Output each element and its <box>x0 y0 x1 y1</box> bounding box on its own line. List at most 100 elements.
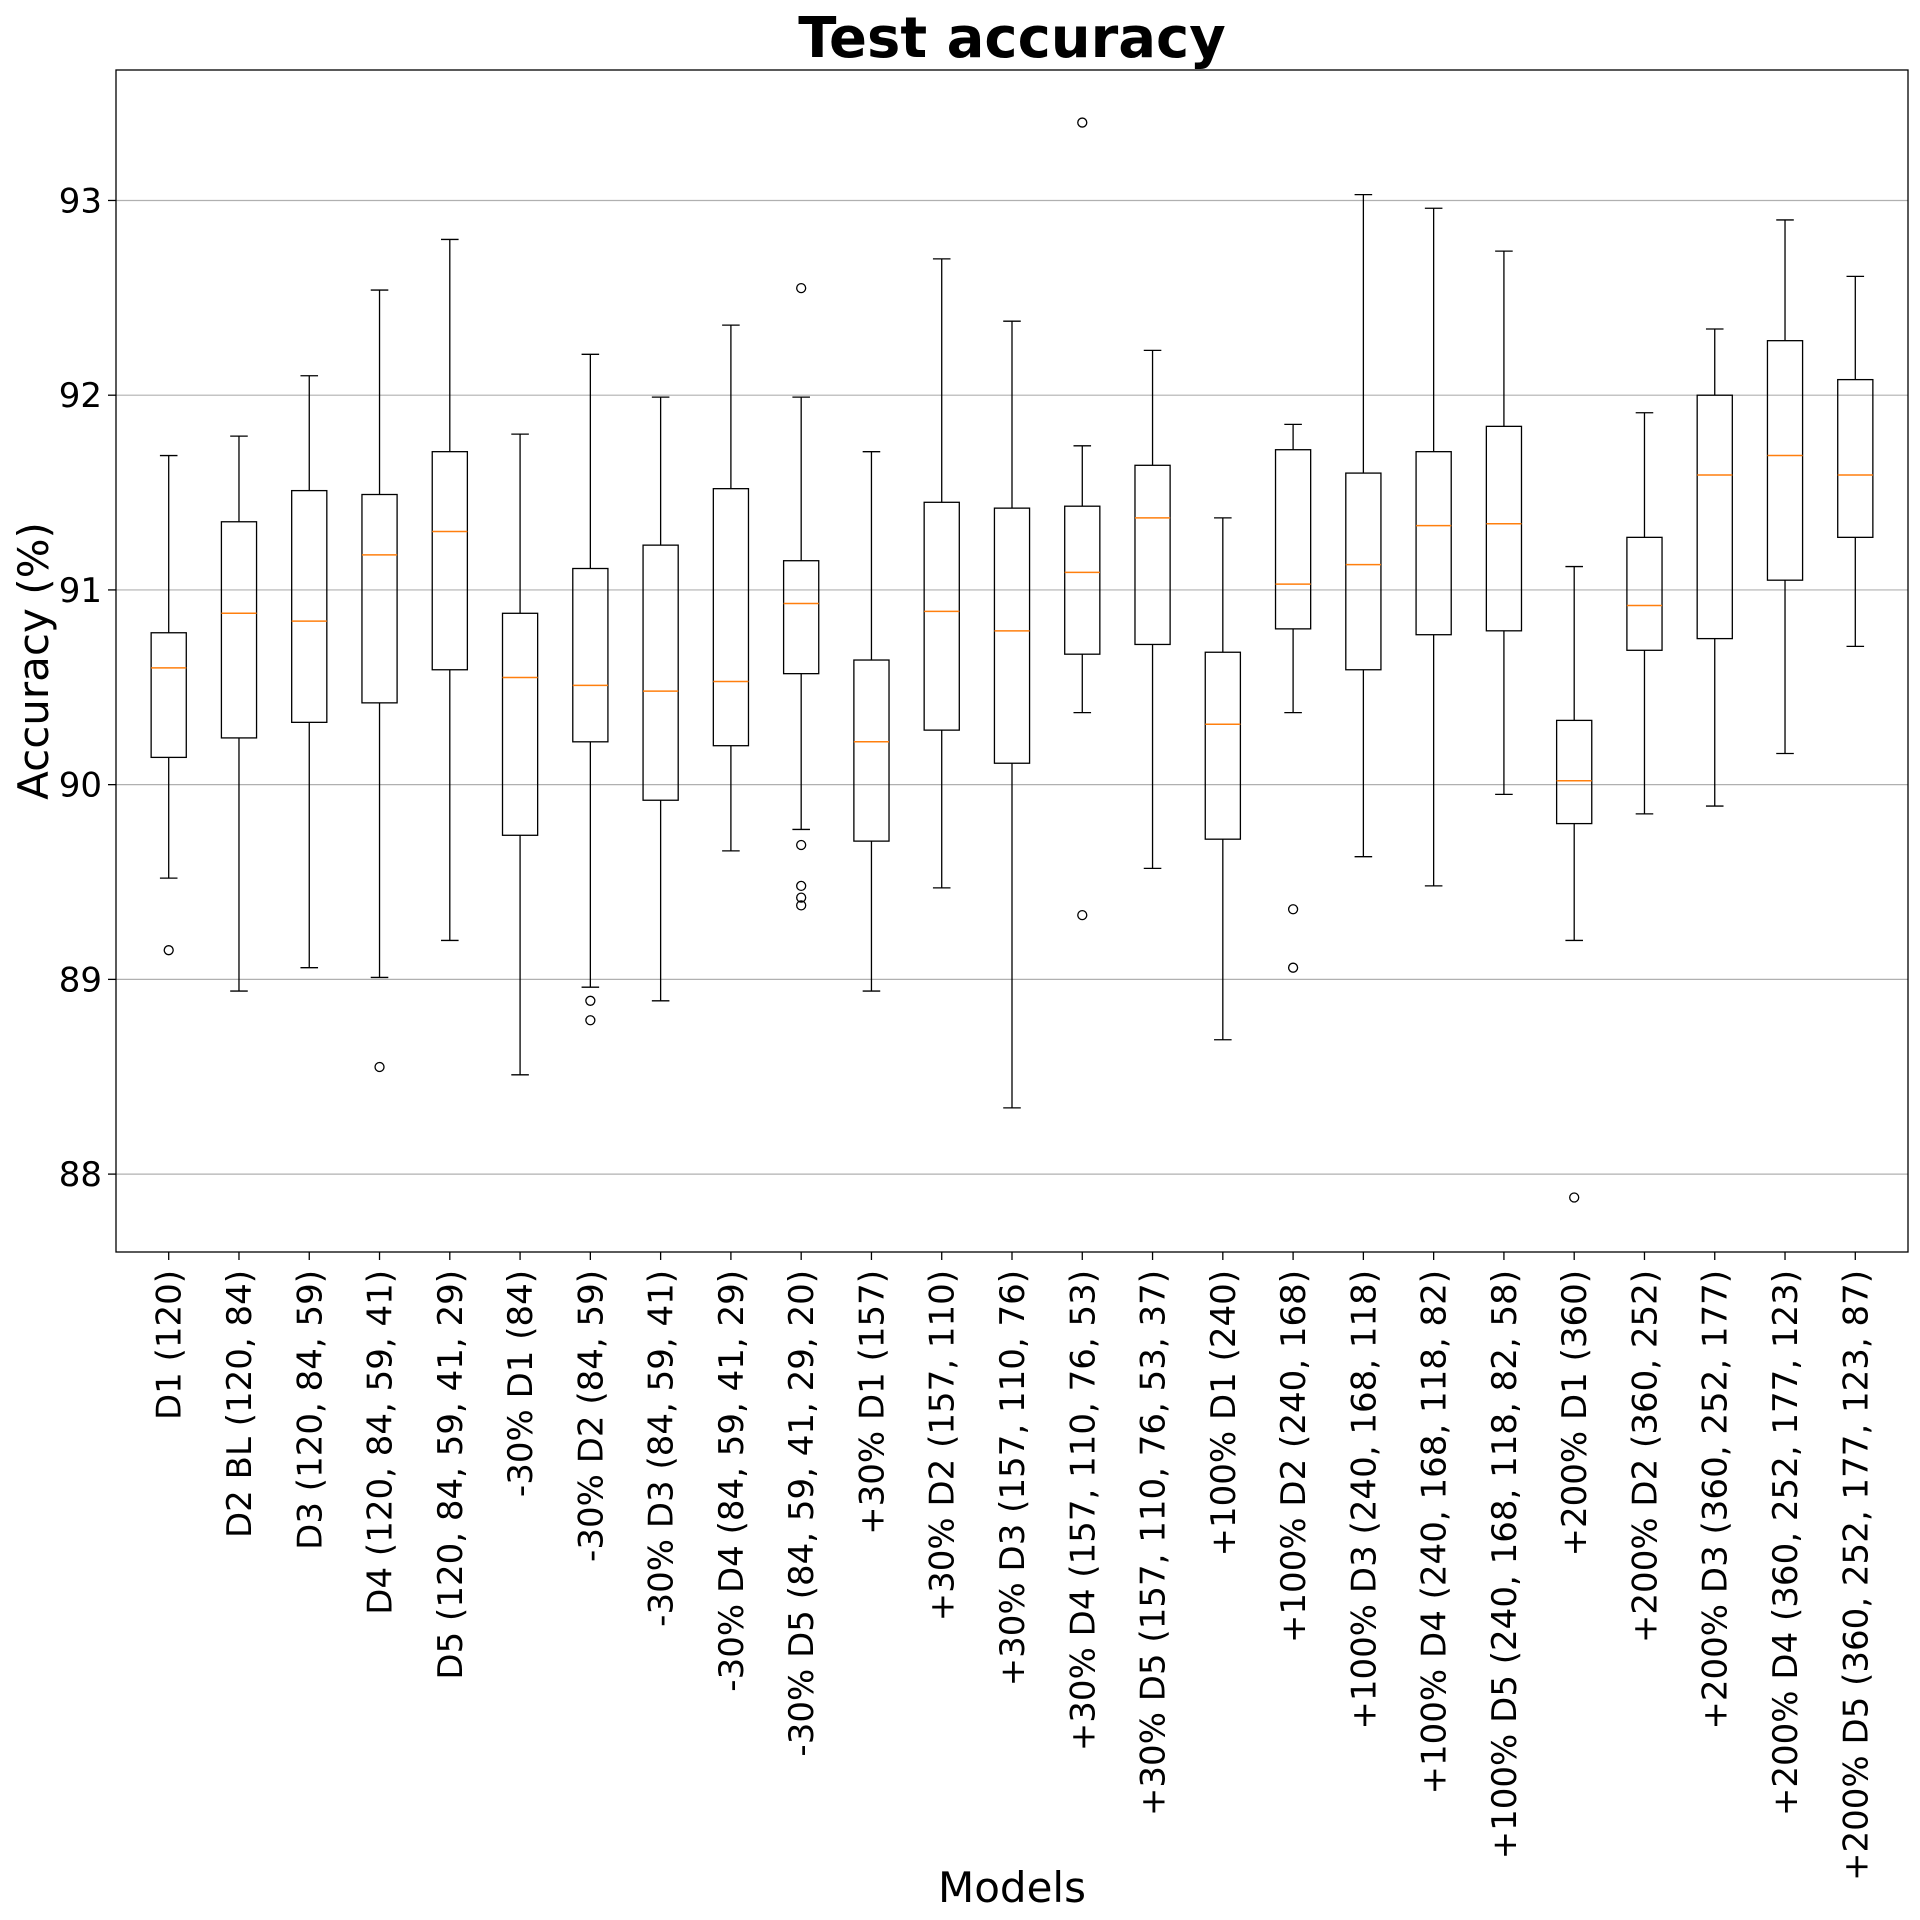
box-4 <box>361 289 398 1073</box>
y-axis-label: Accuracy (%) <box>9 522 58 800</box>
box-16 <box>1204 517 1242 1041</box>
x-tick-label: +100% D3 (240, 168, 118) <box>1344 1270 1384 1730</box>
outlier-point <box>585 995 596 1006</box>
iqr-box <box>361 493 398 704</box>
box-19 <box>1415 207 1452 887</box>
box-22 <box>1626 412 1663 815</box>
x-tick-label: +100% D2 (240, 168) <box>1274 1270 1314 1643</box>
chart-title: Test accuracy <box>798 6 1226 71</box>
outlier-point <box>1077 909 1088 921</box>
x-tick-label: -30% D1 (84) <box>501 1270 541 1497</box>
box-8 <box>642 396 679 1002</box>
box-5 <box>431 238 469 942</box>
box-18 <box>1345 193 1382 858</box>
iqr-box <box>220 521 258 739</box>
box-20 <box>1485 250 1523 796</box>
iqr-box <box>431 451 469 671</box>
iqr-box <box>642 544 679 801</box>
x-axis-label: Models <box>938 1863 1086 1912</box>
iqr-box <box>1485 425 1523 632</box>
box-17 <box>1274 423 1312 973</box>
box-21 <box>1555 565 1593 1203</box>
x-tick-label: +100% D1 (240) <box>1204 1270 1244 1557</box>
iqr-box <box>501 612 539 836</box>
x-tick-label: -30% D3 (84, 59, 41) <box>642 1270 682 1627</box>
x-tick-label: +200% D5 (360, 252, 177, 123, 87) <box>1836 1270 1876 1881</box>
x-axis-ticks: D1 (120) D2 BL (120, 84) D3 (120, 84, 59) D… <box>150 1252 1876 1881</box>
box-15 <box>1134 349 1171 870</box>
iqr-box <box>572 567 609 743</box>
iqr-box <box>1274 449 1312 630</box>
x-tick-label: +30% D4 (157, 110, 76, 53) <box>1063 1270 1103 1751</box>
y-tick-label-92: 92 <box>59 376 102 416</box>
outlier-point <box>796 900 807 911</box>
x-tick-label: +30% D2 (157, 110) <box>923 1270 963 1621</box>
box-3 <box>291 375 328 969</box>
iqr-box <box>1204 651 1242 840</box>
outlier-point <box>1077 117 1088 128</box>
iqr-box <box>993 507 1031 764</box>
box-23 <box>1696 328 1733 807</box>
x-tick-label: +30% D1 (157) <box>852 1270 892 1535</box>
iqr-box <box>853 659 890 842</box>
box-14 <box>1064 117 1101 921</box>
y-tick-label-90: 90 <box>59 766 102 806</box>
box-2 <box>220 435 258 992</box>
outlier-point <box>1569 1192 1580 1203</box>
x-tick-label: +30% D3 (157, 110, 76) <box>993 1270 1033 1686</box>
outlier-point <box>796 282 807 294</box>
iqr-box <box>291 489 328 723</box>
x-tick-label: +100% D5 (240, 168, 118, 82, 58) <box>1485 1270 1525 1859</box>
outlier-point <box>1287 904 1299 915</box>
x-tick-label: D5 (120, 84, 59, 41, 29) <box>431 1270 471 1680</box>
x-tick-label: +200% D2 (360, 252) <box>1625 1270 1665 1643</box>
outlier-point <box>585 1015 596 1026</box>
iqr-box <box>150 632 187 759</box>
outlier-point <box>163 945 174 956</box>
x-tick-label: +200% D4 (360, 252, 177, 123) <box>1766 1270 1806 1816</box>
boxes <box>150 117 1874 1203</box>
x-tick-label: D2 BL (120, 84) <box>220 1270 260 1538</box>
box-9 <box>712 324 750 852</box>
box-1 <box>150 454 187 956</box>
y-tick-label-88: 88 <box>59 1155 102 1195</box>
iqr-box <box>1766 340 1804 581</box>
x-tick-label: +30% D5 (157, 110, 76, 53, 37) <box>1134 1270 1174 1816</box>
x-tick-label: D4 (120, 84, 59, 41) <box>361 1270 401 1615</box>
iqr-box <box>782 560 820 675</box>
x-tick-label: +100% D4 (240, 168, 118, 82) <box>1415 1270 1455 1794</box>
y-tick-label-91: 91 <box>59 571 102 611</box>
outlier-point <box>796 880 807 892</box>
box-13 <box>993 320 1031 1109</box>
box-24 <box>1766 219 1804 755</box>
iqr-box <box>1626 536 1663 651</box>
x-tick-label: +200% D1 (360) <box>1555 1270 1595 1557</box>
iqr-box <box>1837 378 1874 538</box>
x-tick-label: -30% D5 (84, 59, 41, 29, 20) <box>782 1270 822 1757</box>
y-tick-label-93: 93 <box>59 181 102 221</box>
y-axis-ticks: 88 89 90 91 92 93 <box>59 181 116 1195</box>
box-12 <box>923 258 960 889</box>
box-7 <box>572 353 609 1026</box>
outlier-point <box>374 1061 385 1073</box>
x-tick-label: D1 (120) <box>150 1270 190 1420</box>
x-tick-label: -30% D4 (84, 59, 41, 29) <box>712 1270 752 1692</box>
box-11 <box>853 451 890 992</box>
x-tick-label: -30% D2 (84, 59) <box>571 1270 611 1562</box>
x-tick-label: +200% D3 (360, 252, 177) <box>1696 1270 1736 1730</box>
y-tick-label-89: 89 <box>59 960 102 1000</box>
iqr-box <box>1696 394 1733 640</box>
iqr-box <box>923 501 960 731</box>
iqr-box <box>1064 505 1101 655</box>
box-6 <box>501 433 539 1076</box>
iqr-box <box>1345 472 1382 671</box>
iqr-box <box>712 488 750 747</box>
iqr-box <box>1555 719 1593 825</box>
box-10 <box>782 282 820 911</box>
outlier-point <box>1287 962 1299 973</box>
x-tick-label: D3 (120, 84, 59) <box>290 1270 330 1550</box>
outlier-point <box>796 892 807 903</box>
iqr-box <box>1134 464 1171 646</box>
outlier-point <box>796 839 807 851</box>
